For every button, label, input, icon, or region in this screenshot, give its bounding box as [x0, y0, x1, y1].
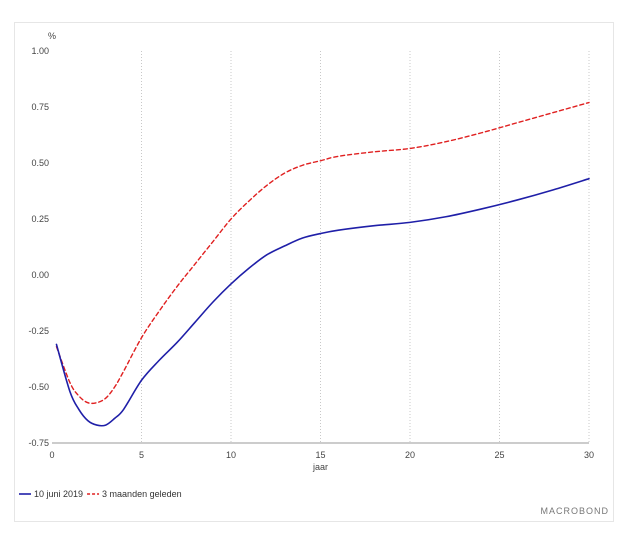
y-tick-label: -0.75	[28, 438, 49, 448]
y-tick-label: -0.50	[28, 382, 49, 392]
y-axis-label: %	[48, 31, 56, 41]
legend-label: 10 juni 2019	[34, 489, 83, 499]
legend: 10 juni 2019 3 maanden geleden	[19, 489, 182, 499]
yield-curve-chart: 0 5 10 15 20 25 30 -0.75 -0.50 -0.25 0.00 0.25 0.50 0…	[19, 31, 609, 516]
x-tick-label: 5	[139, 450, 144, 460]
y-tick-label: 1.00	[31, 46, 49, 56]
series-layer	[55, 101, 590, 427]
legend-label: 3 maanden geleden	[102, 489, 182, 499]
x-tick-label: 10	[226, 450, 236, 460]
y-tick-label: 0.00	[31, 270, 49, 280]
y-tick-label: 0.75	[31, 102, 49, 112]
series-line	[55, 101, 590, 405]
chart-area: 0 5 10 15 20 25 30 -0.75 -0.50 -0.25 0.00 0.25 0.50 0…	[14, 22, 614, 522]
x-tick-label: 0	[49, 450, 54, 460]
x-tick-label: 25	[494, 450, 504, 460]
series-line	[55, 177, 590, 427]
y-tick-label: 0.50	[31, 158, 49, 168]
macrobond-logo: MACROBOND	[540, 506, 609, 516]
x-tick-label: 15	[315, 450, 325, 460]
x-tick-label: 30	[584, 450, 594, 460]
x-axis-label: jaar	[312, 462, 328, 472]
macrobond-logo-text: MACROBOND	[540, 506, 609, 516]
grid-layer	[141, 51, 590, 443]
axis-layer: 0 5 10 15 20 25 30 -0.75 -0.50 -0.25 0.00 0.25 0.50 0…	[28, 46, 594, 460]
y-tick-label: 0.25	[31, 214, 49, 224]
x-tick-label: 20	[405, 450, 415, 460]
y-tick-label: -0.25	[28, 326, 49, 336]
